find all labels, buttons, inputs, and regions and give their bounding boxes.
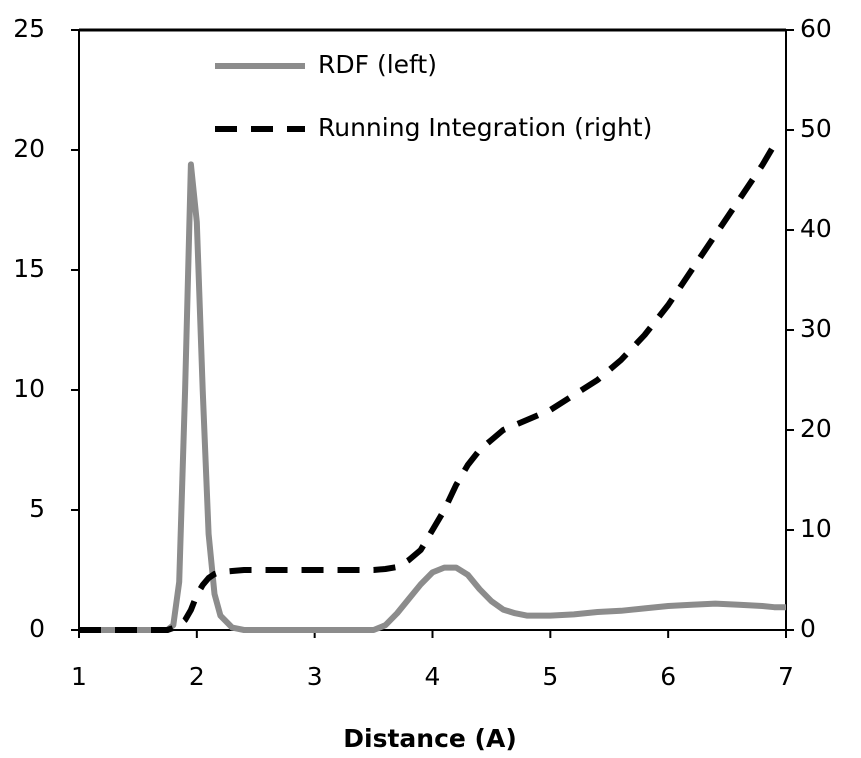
x-tick-label: 3	[307, 662, 323, 691]
line-series	[79, 161, 786, 633]
y2-tick-label: 20	[800, 414, 832, 443]
x-axis-title: Distance (A)	[343, 724, 517, 753]
y2-tick-label: 0	[800, 614, 816, 643]
x-tick-label: 2	[189, 662, 205, 691]
x-tick-label: 5	[542, 662, 558, 691]
y2-tick-label: 30	[800, 314, 832, 343]
y-tick-label: 20	[13, 134, 45, 163]
legend-label: Running Integration (right)	[318, 113, 652, 142]
x-tick-label: 4	[425, 662, 441, 691]
x-tick-label: 6	[660, 662, 676, 691]
line-series	[79, 143, 777, 633]
y2-tick-label: 60	[800, 14, 832, 43]
x-tick-label: 7	[778, 662, 794, 691]
y-tick-label: 15	[13, 254, 45, 283]
y-tick-label: 25	[13, 14, 45, 43]
y2-tick-label: 40	[800, 214, 832, 243]
y2-tick-label: 50	[800, 114, 832, 143]
y-tick-label: 0	[29, 614, 45, 643]
y-tick-label: 5	[29, 494, 45, 523]
y-tick-label: 10	[13, 374, 45, 403]
x-tick-label: 1	[71, 662, 87, 691]
y2-tick-label: 10	[800, 514, 832, 543]
legend-label: RDF (left)	[318, 50, 437, 79]
